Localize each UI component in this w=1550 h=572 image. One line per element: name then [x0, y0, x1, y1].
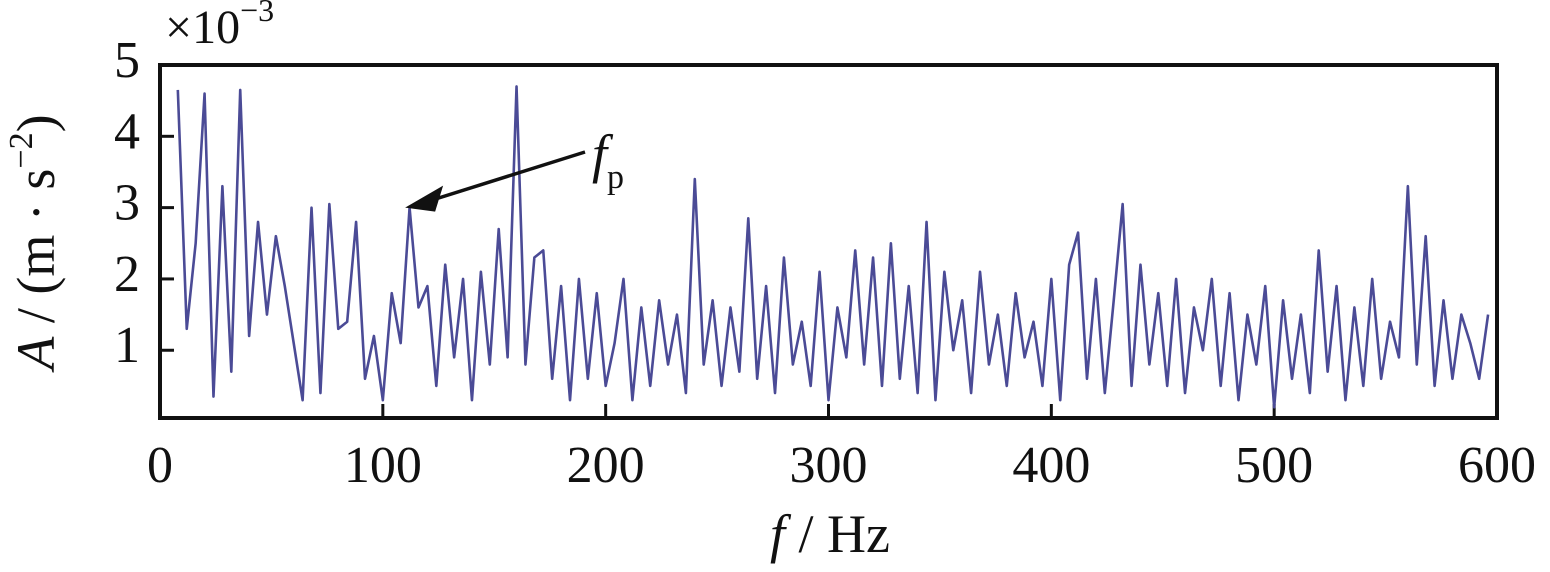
multiplier-base: ×10: [165, 1, 240, 54]
x-tick-label: 200: [567, 437, 645, 494]
data-line: [176, 85, 1490, 409]
y-tick-label: 2: [114, 246, 140, 303]
y-label-symbol: A: [6, 336, 66, 373]
y-axis-label: A / (m · s−2): [3, 114, 67, 372]
plot-frame: [158, 63, 1499, 420]
y-tick-label: 4: [114, 103, 140, 160]
y-label-close: ): [6, 114, 66, 132]
annotation-arrowhead: [405, 185, 444, 212]
y-label-unit: / (m · s: [6, 169, 66, 337]
x-axis-label: f / Hz: [770, 504, 890, 564]
x-label-unit: / Hz: [785, 504, 890, 564]
y-tick-label: 5: [114, 32, 140, 89]
annotation: fp: [592, 124, 624, 195]
x-tick-label: 0: [147, 437, 173, 494]
x-tick-label: 300: [790, 437, 868, 494]
x-tick-label: 600: [1458, 437, 1536, 494]
annotation-sub: p: [607, 159, 624, 196]
x-tick-label: 100: [344, 437, 422, 494]
multiplier-exp: −3: [240, 0, 274, 28]
y-tick-label: 3: [114, 175, 140, 232]
x-tick-label: 500: [1235, 437, 1313, 494]
multiplier: ×10−3: [165, 0, 274, 54]
annotation-arrow: [426, 150, 586, 204]
x-tick-label: 400: [1012, 437, 1090, 494]
y-tick-label: 1: [114, 317, 140, 374]
y-label-exp: −2: [3, 132, 40, 168]
